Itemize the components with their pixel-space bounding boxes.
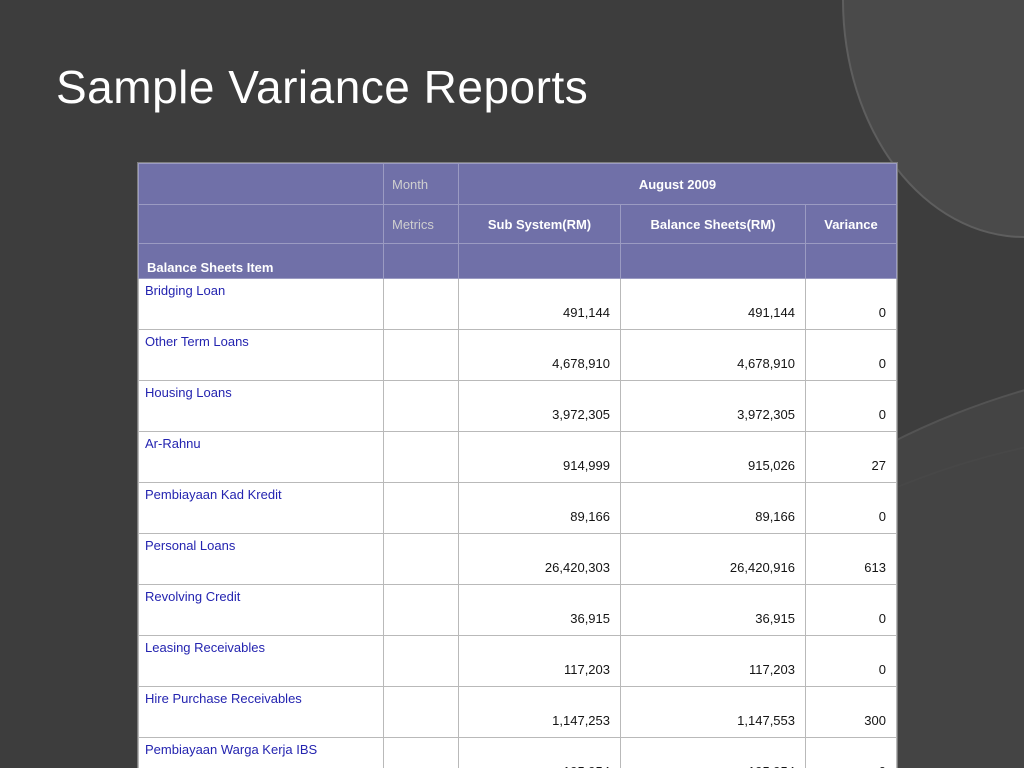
balance-sheets-value: 89,166 — [620, 482, 806, 534]
metrics-cell — [383, 737, 459, 768]
variance-report-table: Month August 2009 Metrics Sub System(RM)… — [137, 162, 898, 768]
variance-value: 0 — [805, 278, 897, 330]
metrics-cell — [383, 584, 459, 636]
balance-item-link[interactable]: Pembiayaan Warga Kerja IBS — [145, 742, 318, 757]
balance-item-link[interactable]: Pembiayaan Kad Kredit — [145, 487, 282, 502]
balance-item-link[interactable]: Personal Loans — [145, 538, 236, 553]
month-label: Month — [383, 163, 459, 205]
balance-sheets-value: 26,420,916 — [620, 533, 806, 585]
sub-system-value: 1,147,253 — [458, 686, 621, 738]
variance-value: 300 — [805, 686, 897, 738]
table-row: Bridging Loan 491,144 491,144 0 — [138, 278, 897, 330]
sub-system-value: 914,999 — [458, 431, 621, 483]
variance-value: 0 — [805, 329, 897, 381]
variance-value: 0 — [805, 482, 897, 534]
sub-system-value: 3,972,305 — [458, 380, 621, 432]
variance-value: 0 — [805, 635, 897, 687]
balance-sheets-value: 915,026 — [620, 431, 806, 483]
table-row: Housing Loans 3,972,305 3,972,305 0 — [138, 380, 897, 432]
variance-value: 0 — [805, 737, 897, 768]
table-row: Other Term Loans 4,678,910 4,678,910 0 — [138, 329, 897, 381]
row-header-balance-sheets-item: Balance Sheets Item — [138, 243, 384, 279]
balance-sheets-value: 36,915 — [620, 584, 806, 636]
sub-system-value: 26,420,303 — [458, 533, 621, 585]
metrics-cell — [383, 431, 459, 483]
sub-system-value: 36,915 — [458, 584, 621, 636]
column-header-balance-sheets: Balance Sheets(RM) — [620, 204, 806, 244]
balance-item-link[interactable]: Ar-Rahnu — [145, 436, 201, 451]
metrics-cell — [383, 380, 459, 432]
balance-item-link[interactable]: Revolving Credit — [145, 589, 241, 604]
header-empty-cell — [620, 243, 806, 279]
page-title: Sample Variance Reports — [56, 61, 589, 113]
balance-sheets-value: 1,147,553 — [620, 686, 806, 738]
balance-item-link[interactable]: Hire Purchase Receivables — [145, 691, 302, 706]
balance-item-link[interactable]: Leasing Receivables — [145, 640, 265, 655]
metrics-cell — [383, 482, 459, 534]
balance-sheets-value: 4,678,910 — [620, 329, 806, 381]
sub-system-value: 195,954 — [458, 737, 621, 768]
table-row: Revolving Credit 36,915 36,915 0 — [138, 584, 897, 636]
balance-sheets-value: 195,954 — [620, 737, 806, 768]
variance-value: 0 — [805, 584, 897, 636]
metrics-cell — [383, 635, 459, 687]
month-value: August 2009 — [458, 163, 897, 205]
metrics-label: Metrics — [383, 204, 459, 244]
header-row-item: Balance Sheets Item — [138, 243, 897, 279]
header-empty-cell — [138, 204, 384, 244]
header-empty-cell — [458, 243, 621, 279]
header-empty-cell — [383, 243, 459, 279]
column-header-sub-system: Sub System(RM) — [458, 204, 621, 244]
variance-value: 0 — [805, 380, 897, 432]
metrics-cell — [383, 329, 459, 381]
balance-item-link[interactable]: Housing Loans — [145, 385, 232, 400]
table-row: Hire Purchase Receivables 1,147,253 1,14… — [138, 686, 897, 738]
variance-value: 613 — [805, 533, 897, 585]
header-row-month: Month August 2009 — [138, 163, 897, 205]
variance-value: 27 — [805, 431, 897, 483]
balance-item-link[interactable]: Bridging Loan — [145, 283, 226, 298]
table-row: Pembiayaan Warga Kerja IBS 195,954 195,9… — [138, 737, 897, 768]
table-row: Pembiayaan Kad Kredit 89,166 89,166 0 — [138, 482, 897, 534]
sub-system-value: 4,678,910 — [458, 329, 621, 381]
metrics-cell — [383, 686, 459, 738]
header-empty-cell — [138, 163, 384, 205]
column-header-variance: Variance — [805, 204, 897, 244]
sub-system-value: 491,144 — [458, 278, 621, 330]
metrics-cell — [383, 278, 459, 330]
balance-sheets-value: 3,972,305 — [620, 380, 806, 432]
table-row: Leasing Receivables 117,203 117,203 0 — [138, 635, 897, 687]
balance-sheets-value: 491,144 — [620, 278, 806, 330]
balance-item-link[interactable]: Other Term Loans — [145, 334, 249, 349]
sub-system-value: 89,166 — [458, 482, 621, 534]
balance-sheets-value: 117,203 — [620, 635, 806, 687]
sub-system-value: 117,203 — [458, 635, 621, 687]
table-row: Ar-Rahnu 914,999 915,026 27 — [138, 431, 897, 483]
table-row: Personal Loans 26,420,303 26,420,916 613 — [138, 533, 897, 585]
metrics-cell — [383, 533, 459, 585]
header-empty-cell — [805, 243, 897, 279]
header-row-metrics: Metrics Sub System(RM) Balance Sheets(RM… — [138, 204, 897, 244]
